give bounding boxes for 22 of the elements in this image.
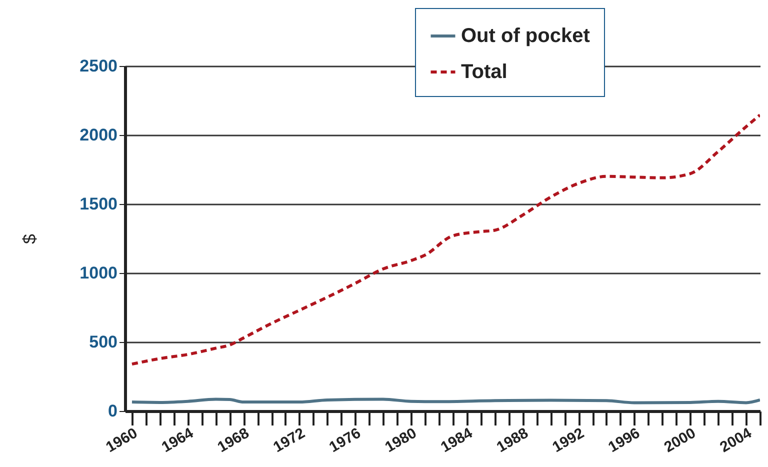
x-tick-label: 1960: [103, 424, 140, 456]
x-tick-label: 2004: [717, 424, 756, 456]
x-tick-label: 1992: [550, 424, 588, 456]
y-tick-label: 2500: [80, 56, 118, 76]
x-tick-label: 1996: [605, 424, 643, 456]
y-tick-label: 500: [89, 332, 118, 352]
line-series: [130, 113, 760, 366]
x-tick-label: 1968: [214, 424, 252, 456]
x-tick-label: 1964: [158, 424, 197, 456]
x-tick-label: 1984: [438, 424, 476, 456]
x-tick-label: 1988: [494, 424, 532, 456]
y-tick-label: 0: [108, 402, 118, 420]
y-tick-label: 2000: [80, 126, 118, 144]
y-tick-label: 1000: [80, 264, 118, 282]
x-tick-label: 2000: [661, 424, 699, 456]
y-tick-label: 1500: [80, 194, 118, 214]
legend-label: Out of pocket: [461, 25, 590, 47]
y-axis-title: $: [20, 234, 40, 244]
x-tick-label: 1980: [382, 424, 420, 456]
x-tick-label: 1976: [326, 424, 364, 456]
x-tick-label: 1972: [270, 424, 308, 456]
legend-label: Total: [461, 61, 508, 83]
